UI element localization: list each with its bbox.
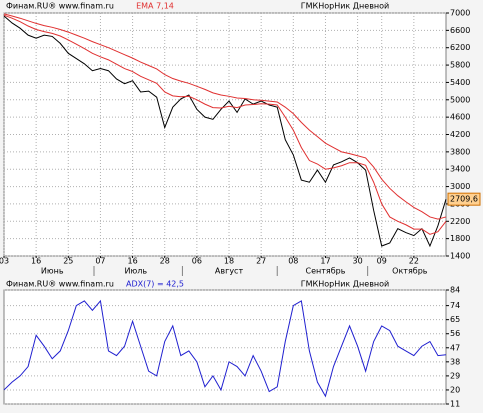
x-tick-label: 06 (192, 257, 202, 266)
series-line (3, 299, 447, 398)
month-label: Июль (125, 267, 148, 276)
month-label: Октябрь (392, 267, 428, 276)
y-tick-label: 56 (450, 329, 460, 338)
y-tick-label: 6600 (450, 26, 470, 35)
y-tick-label: 47 (450, 343, 460, 352)
y-tick-label: 3800 (450, 147, 470, 156)
plot-area (3, 289, 447, 405)
x-tick-label: 07 (95, 257, 105, 266)
x-tick-label: 17 (320, 257, 330, 266)
y-tick-label: 29 (450, 371, 460, 380)
chart-title: ГМКНорНик Дневной (301, 2, 389, 11)
indicator-label: ADX(7) = 42,5 (126, 280, 184, 289)
y-tick-label: 2200 (450, 217, 470, 226)
chart-title: ГМКНорНик Дневной (301, 280, 389, 289)
series-line (3, 13, 447, 220)
plot-area (3, 12, 447, 257)
month-label: Июнь (41, 267, 64, 276)
indicator-label: EMA 7,14 (136, 2, 174, 11)
y-tick-label: 3000 (450, 182, 470, 191)
x-tick-label: 16 (127, 257, 137, 266)
x-tick-label: 30 (353, 257, 363, 266)
series-line (3, 14, 447, 235)
y-tick-label: 5400 (450, 78, 470, 87)
x-tick-label: 03 (0, 257, 9, 266)
source-label: Финам.RU® www.finam.ru (6, 280, 114, 289)
y-tick-label: 74 (450, 301, 460, 310)
y-tick-label: 11 (450, 400, 460, 409)
series-line (3, 15, 447, 248)
last-value-label: 2709,6 (450, 195, 478, 204)
x-tick-label: 08 (288, 257, 298, 266)
y-tick-label: 3400 (450, 165, 470, 174)
x-tick-label: 09 (377, 257, 387, 266)
y-tick-label: 65 (450, 315, 460, 324)
x-tick-label: 27 (256, 257, 266, 266)
y-tick-label: 20 (450, 385, 460, 394)
y-tick-label: 1800 (450, 234, 470, 243)
month-label: Сентябрь (305, 267, 345, 276)
y-tick-label: 7000 (450, 9, 470, 18)
y-tick-label: 6200 (450, 43, 470, 52)
source-label: Финам.RU® www.finam.ru (6, 2, 114, 11)
x-tick-label: 28 (160, 257, 170, 266)
y-tick-label: 1400 (450, 252, 470, 261)
x-tick-label: 16 (31, 257, 41, 266)
y-tick-label: 4200 (450, 130, 470, 139)
y-tick-label: 5800 (450, 61, 470, 70)
y-tick-label: 4600 (450, 113, 470, 122)
last-value-box (447, 192, 481, 206)
x-tick-label: 25 (63, 257, 73, 266)
month-label: Август (215, 267, 244, 276)
y-tick-label: 84 (450, 286, 460, 295)
x-tick-label: 22 (409, 257, 419, 266)
y-tick-label: 5000 (450, 95, 470, 104)
x-tick-label: 18 (224, 257, 234, 266)
y-tick-label: 38 (450, 357, 460, 366)
